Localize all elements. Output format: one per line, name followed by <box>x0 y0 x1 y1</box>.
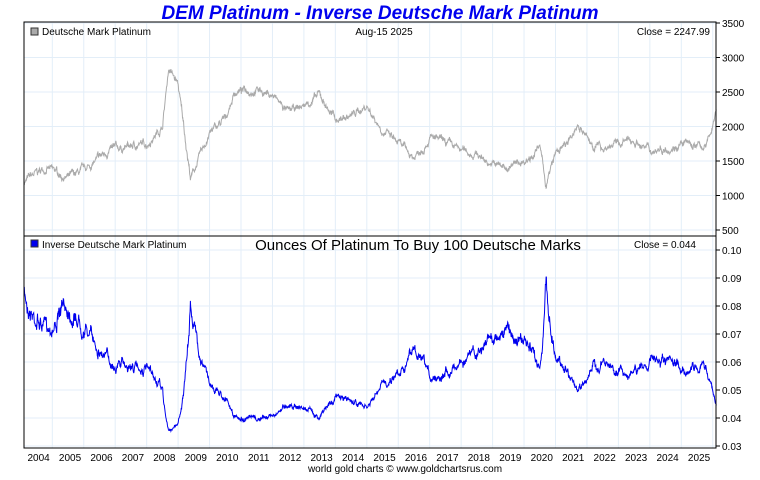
x-tick-label: 2005 <box>59 453 82 464</box>
close-bottom: Close = 0.044 <box>634 240 696 251</box>
y-tick-label-top: 500 <box>722 226 739 237</box>
plot-frame <box>23 21 717 449</box>
x-tick-label: 2022 <box>594 453 617 464</box>
x-tick-label: 2025 <box>688 453 711 464</box>
x-tick-label: 2004 <box>27 453 50 464</box>
y-tick-label-bottom: 0.10 <box>722 246 742 257</box>
y-tick-label-top: 3000 <box>722 54 745 65</box>
x-tick-label: 2017 <box>436 453 459 464</box>
legend-bottom: Inverse Deutsche Mark Platinum <box>42 240 187 251</box>
legend-swatch-top <box>30 27 39 36</box>
y-tick-label-top: 3500 <box>722 19 745 30</box>
y-tick-label-top: 1000 <box>722 192 745 203</box>
x-tick-label: 2015 <box>373 453 396 464</box>
y-tick-label-bottom: 0.08 <box>722 302 742 313</box>
y-tick-label-top: 2000 <box>722 123 745 134</box>
x-tick-label: 2018 <box>468 453 491 464</box>
x-tick-label: 2012 <box>279 453 302 464</box>
x-tick-label: 2020 <box>531 453 554 464</box>
y-tick-label-bottom: 0.09 <box>722 274 742 285</box>
y-tick-label-bottom: 0.05 <box>722 386 742 397</box>
y-tick-label-bottom: 0.04 <box>722 414 742 425</box>
x-tick-label: 2024 <box>656 453 679 464</box>
legend-swatch-bottom <box>30 239 39 248</box>
close-top: Close = 2247.99 <box>637 27 711 38</box>
x-tick-label: 2006 <box>90 453 113 464</box>
subtitle: Ounces Of Platinum To Buy 100 Deutsche M… <box>255 237 581 254</box>
y-tick-label-bottom: 0.07 <box>722 330 742 341</box>
x-tick-label: 2023 <box>625 453 648 464</box>
x-tick-label: 2009 <box>185 453 208 464</box>
chart-title: DEM Platinum - Inverse Deutsche Mark Pla… <box>161 3 598 24</box>
y-tick-label-top: 2500 <box>722 88 745 99</box>
x-tick-label: 2014 <box>342 453 365 464</box>
y-tick-label-bottom: 0.03 <box>722 442 742 453</box>
y-tick-label-bottom: 0.06 <box>722 358 742 369</box>
x-tick-label: 2007 <box>122 453 145 464</box>
x-tick-label: 2013 <box>311 453 334 464</box>
series-inverse-dem-platinum <box>23 276 717 433</box>
footer: world gold charts © www.goldchartsrus.co… <box>307 464 502 475</box>
x-tick-label: 2021 <box>562 453 585 464</box>
x-tick-label: 2008 <box>153 453 176 464</box>
legend-top: Deutsche Mark Platinum <box>42 27 151 38</box>
y-tick-label-top: 1500 <box>722 157 745 168</box>
x-tick-label: 2019 <box>499 453 522 464</box>
x-tick-label: 2011 <box>248 453 270 464</box>
x-tick-label: 2010 <box>216 453 239 464</box>
series-dem-platinum <box>23 69 717 190</box>
date-label: Aug-15 2025 <box>355 27 413 38</box>
x-tick-label: 2016 <box>405 453 428 464</box>
